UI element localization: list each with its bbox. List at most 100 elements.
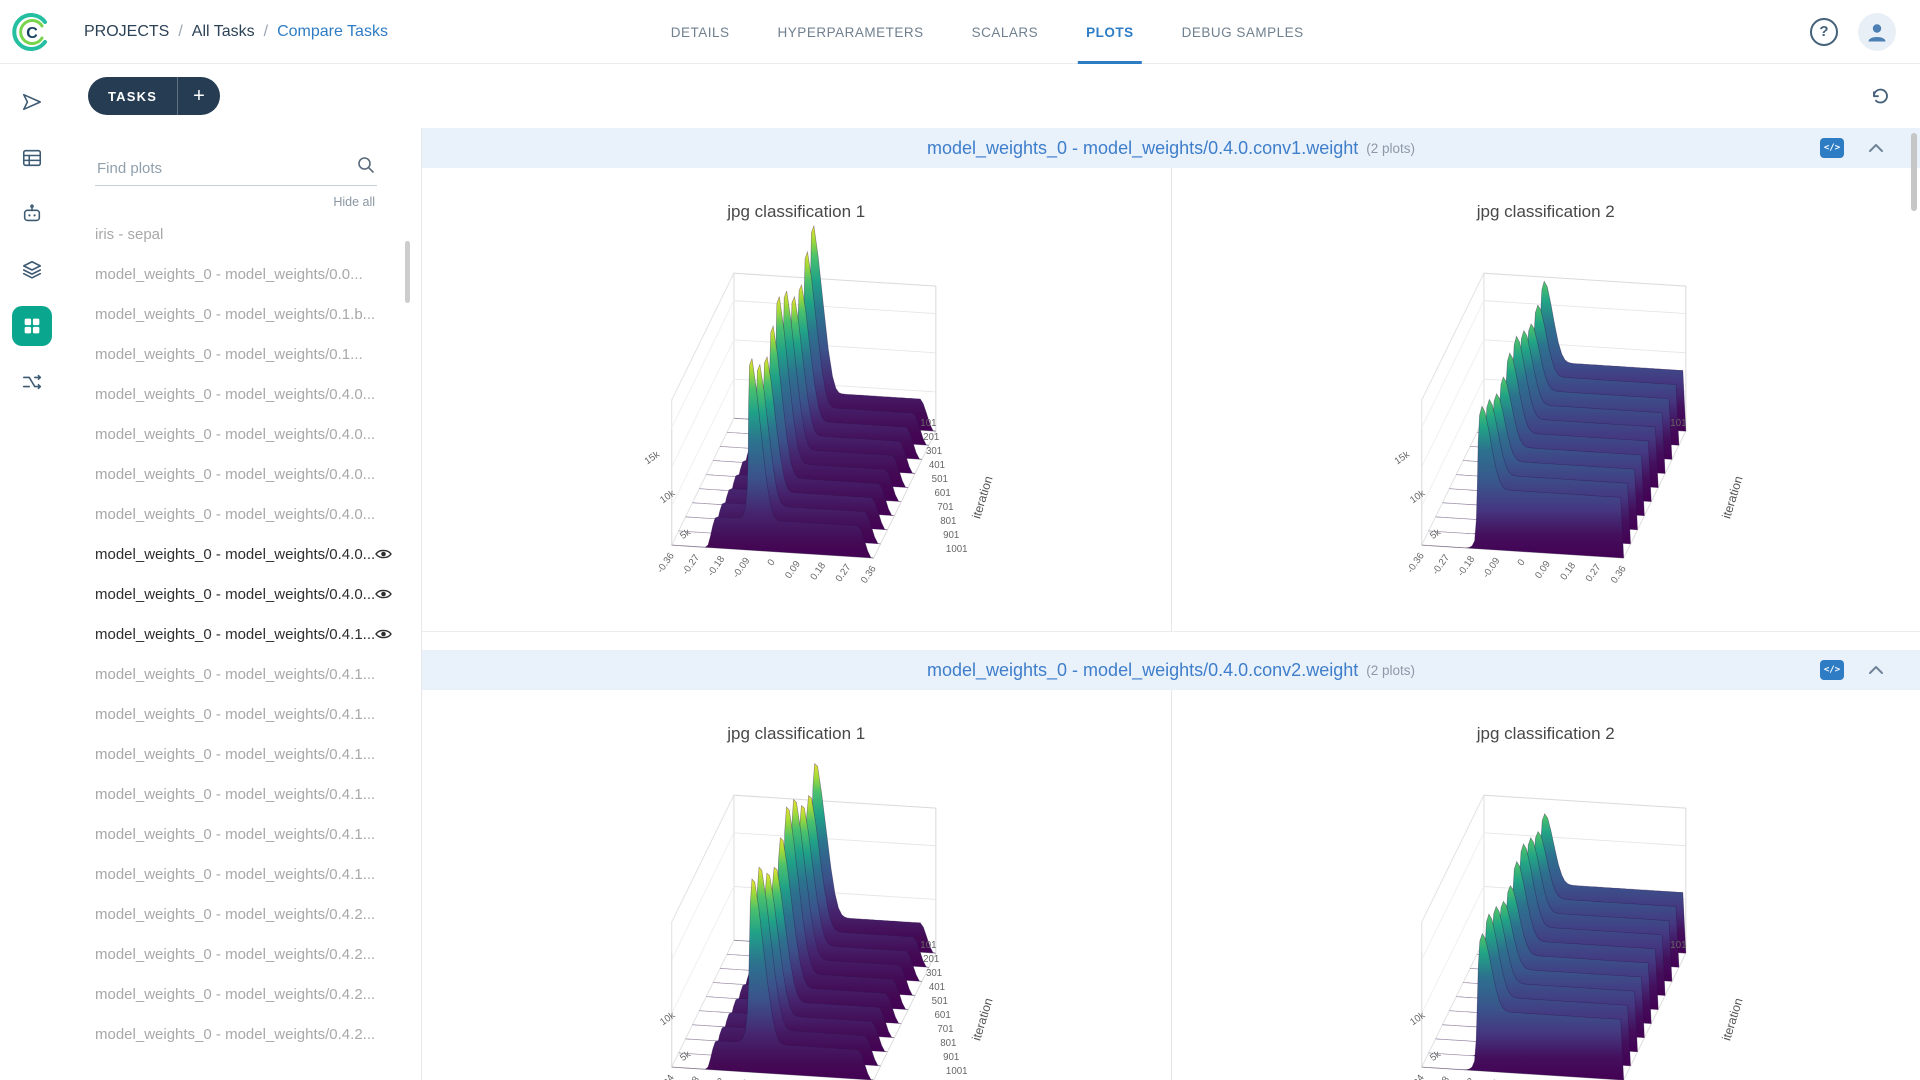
plot-title: jpg classification 1 [727,202,866,221]
svg-text:-0.27: -0.27 [1430,553,1452,577]
workers-queues-icon[interactable] [12,138,52,178]
toolbar: TASKS + [64,64,1920,128]
svg-text:901: 901 [943,530,959,541]
plot-list-item[interactable]: model_weights_0 - model_weights/0.1... [64,334,421,374]
plot-list-item[interactable]: model_weights_0 - model_weights/0.4.2... [64,934,421,974]
toggle-visibility-eye[interactable] [375,588,393,600]
plot-list-item-label: model_weights_0 - model_weights/0.4.2... [95,905,376,923]
tab-debug-samples[interactable]: DEBUG SAMPLES [1181,24,1304,40]
plot-list-item[interactable]: model_weights_0 - model_weights/0.4.0... [64,494,421,534]
plot-list-item-label: model_weights_0 - model_weights/0.4.0... [95,545,376,563]
plot-list-item[interactable]: model_weights_0 - model_weights/0.4.0... [64,574,421,614]
plot-list-item[interactable]: model_weights_0 - model_weights/0.4.2... [64,1014,421,1054]
panel-scrollbar[interactable] [405,241,410,303]
find-plots-input[interactable] [95,154,377,186]
tab-plots[interactable]: PLOTS [1062,0,1158,64]
collapse-section-button[interactable] [1868,143,1884,153]
tasks-button[interactable]: TASKS + [88,77,220,115]
help-button[interactable]: ? [1810,17,1838,46]
tab-scalars[interactable]: SCALARS [971,24,1039,40]
refresh-icon [1873,88,1888,104]
section-header[interactable]: model_weights_0 - model_weights/0.4.0.co… [422,650,1920,690]
plot-list-item-label: model_weights_0 - model_weights/0.4.0... [95,585,376,603]
plot-list-item[interactable]: model_weights_0 - model_weights/0.4.1... [64,694,421,734]
svg-text:0.18: 0.18 [1558,561,1578,583]
toggle-visibility-eye[interactable] [375,628,393,640]
add-task-button[interactable]: + [193,84,205,107]
main-scrollbar[interactable] [1911,133,1917,211]
plot-list-item[interactable]: model_weights_0 - model_weights/0.4.2... [64,974,421,1014]
svg-text:-0.18: -0.18 [706,554,728,578]
section-header[interactable]: model_weights_0 - model_weights/0.4.0.co… [422,128,1920,168]
svg-text:101: 101 [921,418,937,429]
embed-code-button[interactable]: </> [1820,138,1844,158]
plot-list-item-label: model_weights_0 - model_weights/0.4.2... [95,945,376,963]
hide-all-link[interactable]: Hide all [333,195,375,209]
plot-list-item-label: model_weights_0 - model_weights/0.4.1... [95,705,376,723]
content-area: Hide all iris - sepal model_weights_0 - m… [64,128,1920,1080]
svg-text:-0.06: -0.06 [731,1078,753,1080]
plot-list-item-label: model_weights_0 - model_weights/0.4.0... [95,385,376,403]
plot-list-item[interactable]: model_weights_0 - model_weights/0.4.1... [64,854,421,894]
applications-icon[interactable] [12,306,52,346]
svg-text:-0.12: -0.12 [706,1076,728,1080]
surface-plot-canvas[interactable]: -0.36 -0.27 -0.18 -0.09 0 0.09 0.18 0.27 0.36 5k 1… [1331,224,1761,593]
svg-text:5k: 5k [678,527,693,542]
plot-list-item[interactable]: model_weights_0 - model_weights/0.1.b... [64,294,421,334]
section-title: model_weights_0 - model_weights/0.4.0.co… [926,137,1359,158]
plot-list-item[interactable]: model_weights_0 - model_weights/0.4.0... [64,414,421,454]
svg-text:-0.24: -0.24 [655,1072,677,1080]
agents-icon[interactable] [12,194,52,234]
plot-list-item[interactable]: iris - sepal [64,214,421,254]
breadcrumb-all-tasks[interactable]: All Tasks [191,22,255,40]
svg-text:0.36: 0.36 [1609,564,1629,586]
tab-details[interactable]: DETAILS [670,24,730,40]
plot-list-item[interactable]: model_weights_0 - model_weights/0.0... [64,254,421,294]
plot-list-item[interactable]: model_weights_0 - model_weights/0.4.0... [64,454,421,494]
svg-text:701: 701 [938,502,954,513]
plot-list-item[interactable]: model_weights_0 - model_weights/0.4.1... [64,774,421,814]
svg-text:101: 101 [1670,940,1686,951]
plot-list-item[interactable]: model_weights_0 - model_weights/0.4.1... [64,814,421,854]
surface-plot-canvas[interactable]: -0.36 -0.27 -0.18 -0.09 0 0.09 0.18 0.27 0.36 5k 1… [581,224,1011,593]
section-plot-count: (2 plots) [1366,662,1416,678]
breadcrumb-projects[interactable]: PROJECTS [84,22,170,40]
surface-plot-canvas[interactable]: -0.24-0.18-0.12-0.0600.060.120.180.245k1… [1331,746,1761,1080]
plot-list-item[interactable]: model_weights_0 - model_weights/0.4.0... [64,534,421,574]
tab-hyperparameters[interactable]: HYPERPARAMETERS [777,24,924,40]
launch-icon[interactable] [12,82,52,122]
chevron-up-icon [1869,144,1883,152]
plot-list-item[interactable]: model_weights_0 - model_weights/0.4.1... [64,654,421,694]
auto-refresh-button[interactable] [1868,84,1892,108]
embed-code-button[interactable]: </> [1820,660,1844,680]
svg-text:0.27: 0.27 [834,562,854,584]
plot-list-item[interactable]: model_weights_0 - model_weights/0.4.0... [64,374,421,414]
plot-title: jpg classification 2 [1476,202,1615,221]
chevron-up-icon [1869,666,1883,674]
pipelines-icon[interactable] [12,362,52,402]
svg-text:801: 801 [940,516,956,527]
svg-text:-0.06: -0.06 [1481,1078,1503,1080]
svg-text:-0.36: -0.36 [655,551,677,575]
svg-text:-0.12: -0.12 [1455,1076,1477,1080]
section-actions: </> [1820,650,1884,690]
plot-list-item-label: model_weights_0 - model_weights/0.4.2... [95,985,376,1003]
svg-text:-0.18: -0.18 [1430,1075,1452,1080]
clearml-logo[interactable]: C [0,11,64,53]
surface-plot-canvas[interactable]: -0.24-0.18-0.12-0.0600.060.120.180.245k1… [581,746,1011,1080]
toggle-visibility-eye[interactable] [375,548,393,560]
tasks-button-divider [177,77,179,115]
svg-text:iteration: iteration [1719,996,1745,1042]
search-icon[interactable] [357,156,375,179]
datasets-icon[interactable] [12,250,52,290]
svg-text:901: 901 [943,1052,959,1063]
plot-list-item[interactable]: model_weights_0 - model_weights/0.4.1... [64,734,421,774]
collapse-section-button[interactable] [1868,665,1884,675]
svg-text:-0.24: -0.24 [1405,1072,1427,1080]
plot-list-item[interactable]: model_weights_0 - model_weights/0.4.2... [64,894,421,934]
svg-text:101: 101 [1670,418,1686,429]
breadcrumb-compare-tasks[interactable]: Compare Tasks [277,22,388,40]
user-avatar-button[interactable] [1858,12,1896,51]
plot-list-item[interactable]: model_weights_0 - model_weights/0.4.1... [64,614,421,654]
plot-cell: jpg classification 1 -0.24 -0.18-0.12-0.0… [422,690,1172,1080]
